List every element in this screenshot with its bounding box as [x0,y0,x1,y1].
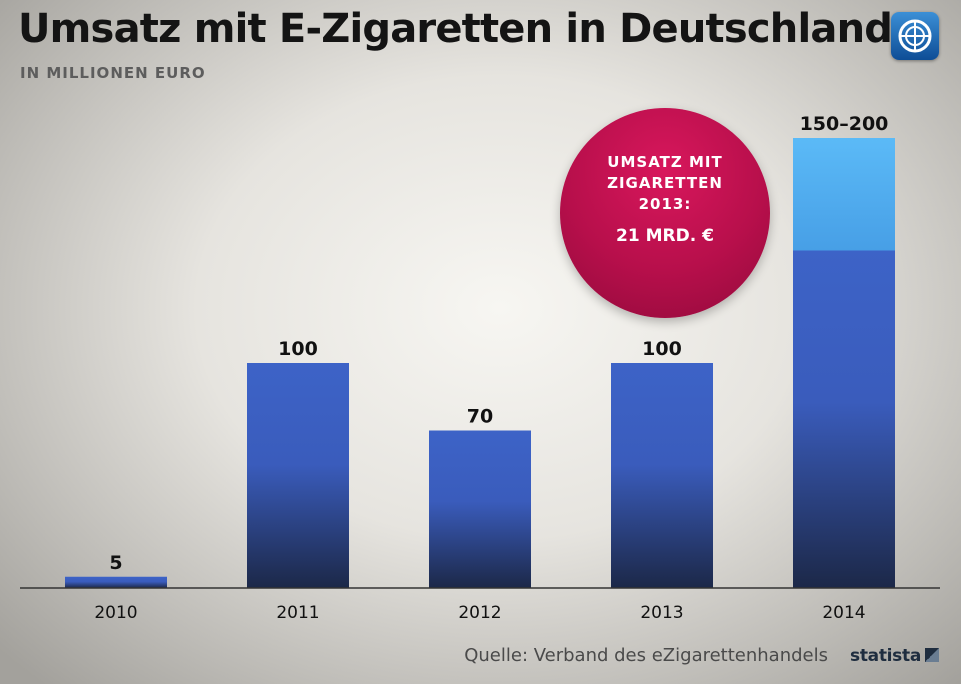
x-tick-label-2012: 2012 [458,603,501,623]
bar-value-label-2014: 150–200 [800,113,889,135]
x-tick-label-2013: 2013 [640,603,683,623]
statista-mark-icon [925,648,939,662]
bar-2013 [611,363,713,588]
brand-name: statista [850,646,921,666]
chart-title: Umsatz mit E-Zigaretten in Deutschland [18,6,893,52]
bar-value-label-2010: 5 [109,552,122,574]
bar-value-label-2012: 70 [467,406,493,428]
bar-value-label-2013: 100 [642,338,682,360]
callout-line-2: ZIGARETTEN [607,174,723,192]
x-tick-label-2014: 2014 [822,603,865,623]
tagesschau-globe-icon [891,12,939,60]
statista-logo: statista [850,646,939,666]
bar-value-label-2011: 100 [278,338,318,360]
x-tick-label-2011: 2011 [276,603,319,623]
bar-2014 [793,250,895,588]
x-tick-label-2010: 2010 [94,603,137,623]
bar-2011 [247,363,349,588]
bar-2010 [65,576,167,588]
cigarette-revenue-callout: UMSATZ MIT ZIGARETTEN 2013: 21 MRD. € [560,108,770,318]
callout-line-3: 2013: [638,195,692,213]
bar-range-2014 [793,138,895,251]
chart-subtitle: IN MILLIONEN EURO [20,64,206,82]
source-note: Quelle: Verband des eZigarettenhandels [464,645,828,666]
callout-value: 21 MRD. € [616,226,714,246]
callout-line-1: UMSATZ MIT [607,153,723,171]
bar-2012 [429,430,531,588]
